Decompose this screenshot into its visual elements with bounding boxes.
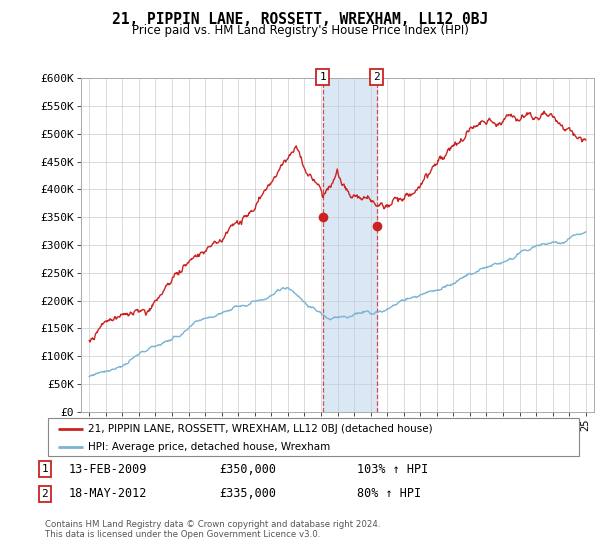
Text: 2: 2 <box>41 489 49 499</box>
Text: 13-FEB-2009: 13-FEB-2009 <box>69 463 148 476</box>
Text: £350,000: £350,000 <box>219 463 276 476</box>
Text: Contains HM Land Registry data © Crown copyright and database right 2024.
This d: Contains HM Land Registry data © Crown c… <box>45 520 380 539</box>
Text: 18-MAY-2012: 18-MAY-2012 <box>69 487 148 501</box>
Text: 21, PIPPIN LANE, ROSSETT, WREXHAM, LL12 0BJ: 21, PIPPIN LANE, ROSSETT, WREXHAM, LL12 … <box>112 12 488 27</box>
Text: 80% ↑ HPI: 80% ↑ HPI <box>357 487 421 501</box>
Text: 1: 1 <box>41 464 49 474</box>
Text: HPI: Average price, detached house, Wrexham: HPI: Average price, detached house, Wrex… <box>88 442 330 452</box>
Text: 2: 2 <box>373 72 380 82</box>
Text: 1: 1 <box>320 72 326 82</box>
Text: 103% ↑ HPI: 103% ↑ HPI <box>357 463 428 476</box>
Text: £335,000: £335,000 <box>219 487 276 501</box>
Text: Price paid vs. HM Land Registry's House Price Index (HPI): Price paid vs. HM Land Registry's House … <box>131 24 469 36</box>
Bar <box>323 78 377 412</box>
Text: 21, PIPPIN LANE, ROSSETT, WREXHAM, LL12 0BJ (detached house): 21, PIPPIN LANE, ROSSETT, WREXHAM, LL12 … <box>88 424 433 434</box>
